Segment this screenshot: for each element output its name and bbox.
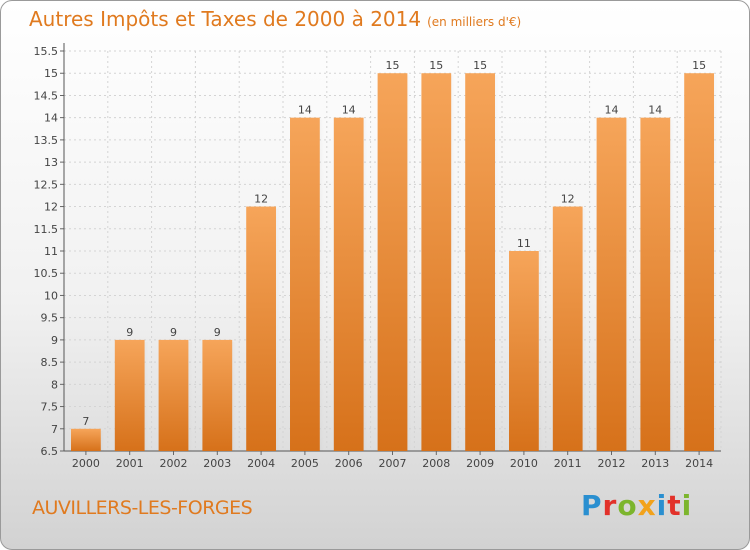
bar-value-label: 9 — [214, 326, 221, 339]
y-tick-label: 12.5 — [34, 178, 59, 191]
x-tick-label: 2002 — [160, 457, 188, 470]
bar-value-label: 15 — [386, 59, 400, 72]
bar-value-label: 14 — [298, 104, 312, 117]
x-tick-label: 2008 — [422, 457, 450, 470]
y-tick-label: 10 — [44, 289, 58, 302]
bar — [114, 339, 145, 451]
bar — [465, 73, 495, 451]
bar-value-label: 9 — [126, 326, 133, 339]
chart-title: Autres Impôts et Taxes de 2000 à 2014 (en… — [29, 7, 521, 31]
y-tick-label: 10.5 — [34, 267, 59, 280]
data-labels: 7 9 9 9 12 14 14 15 15 15 11 12 14 14 15 — [82, 59, 706, 428]
x-tick-label: 2014 — [685, 457, 713, 470]
y-tick-label: 13.5 — [34, 134, 59, 147]
y-tick-label: 8.5 — [41, 356, 59, 369]
x-tick-label: 2007 — [379, 457, 407, 470]
title-unit: (en milliers d'€) — [427, 15, 522, 29]
bar — [640, 117, 671, 452]
bar-value-label: 9 — [170, 326, 177, 339]
bar — [421, 73, 452, 451]
x-tick-label: 2004 — [247, 457, 275, 470]
y-tick-label: 11 — [44, 245, 58, 258]
title-text: Autres Impôts et Taxes de 2000 à 2014 — [29, 7, 422, 31]
y-tick-label: 7.5 — [41, 401, 59, 414]
bar — [202, 339, 233, 451]
bar-value-label: 15 — [473, 59, 487, 72]
bar-value-label: 7 — [82, 415, 89, 428]
x-tick-label: 2009 — [466, 457, 494, 470]
x-tick-label: 2010 — [510, 457, 538, 470]
bar — [158, 339, 189, 451]
bar-value-label: 14 — [605, 104, 619, 117]
x-tick-label: 2003 — [203, 457, 231, 470]
bar-value-label: 15 — [692, 59, 706, 72]
y-tick-label: 14.5 — [34, 89, 59, 102]
y-tick-label: 9 — [51, 334, 58, 347]
bar — [684, 73, 714, 451]
y-tick-label: 9.5 — [41, 312, 59, 325]
bar — [290, 117, 320, 452]
y-tick-label: 15 — [44, 67, 58, 80]
commune-name: AUVILLERS-LES-FORGES — [32, 497, 253, 519]
bar-value-label: 14 — [648, 104, 662, 117]
bars — [71, 73, 718, 452]
bar — [596, 117, 627, 452]
y-tick-label: 12 — [44, 201, 58, 214]
bar — [377, 73, 408, 451]
bar-value-label: 12 — [254, 193, 268, 206]
x-tick-label: 2005 — [291, 457, 319, 470]
x-tick-label: 2000 — [72, 457, 100, 470]
y-tick-label: 8 — [51, 378, 58, 391]
y-tick-label: 7 — [51, 423, 58, 436]
bar-value-label: 12 — [561, 193, 575, 206]
bar — [509, 251, 539, 451]
x-tick-label: 2013 — [641, 457, 669, 470]
x-tick-label: 2011 — [554, 457, 582, 470]
bar-value-label: 14 — [342, 104, 356, 117]
y-tick-label: 6.5 — [41, 445, 59, 458]
bar — [552, 206, 583, 451]
proxiti-logo[interactable]: Proxiti — [581, 489, 693, 522]
bar-value-label: 11 — [517, 237, 531, 250]
y-tick-label: 11.5 — [34, 223, 59, 236]
bar — [246, 206, 276, 451]
bar — [71, 428, 101, 451]
x-tick-label: 2012 — [598, 457, 626, 470]
x-tick-label: 2001 — [116, 457, 144, 470]
x-tick-label: 2006 — [335, 457, 363, 470]
bar-value-label: 15 — [429, 59, 443, 72]
y-tick-label: 14 — [44, 112, 58, 125]
y-tick-label: 13 — [44, 156, 58, 169]
bar — [333, 117, 364, 452]
y-tick-label: 15.5 — [34, 45, 59, 58]
axes: 6.5 7 7.5 8 8.5 9 9.5 10 10.5 11 11.5 12 12.5 13 13.5 1… — [34, 43, 721, 470]
